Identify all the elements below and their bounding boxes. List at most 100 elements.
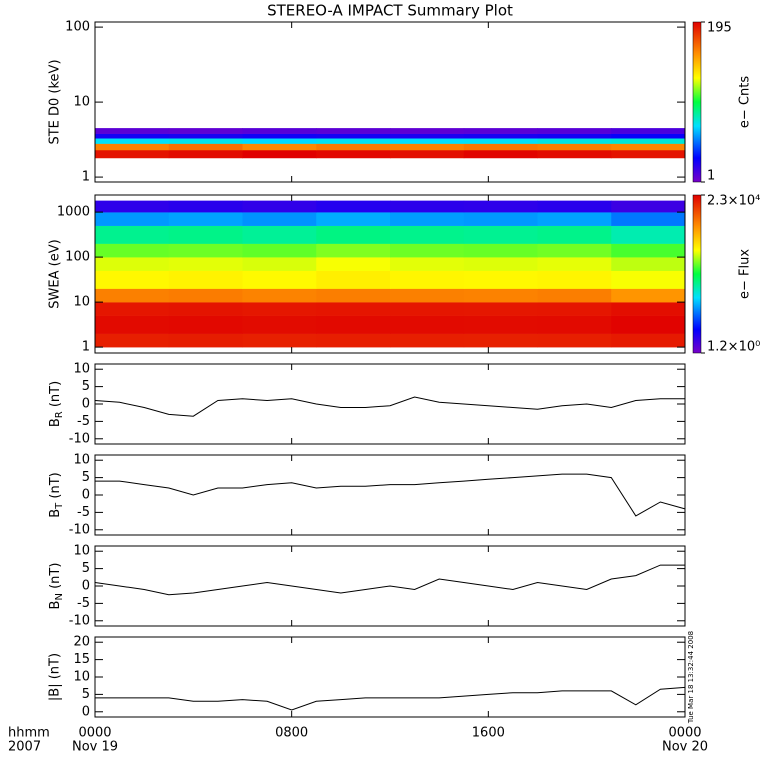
y-tick-label: 100 <box>65 20 90 35</box>
heatmap-cell <box>316 288 391 303</box>
heatmap-cell <box>168 200 243 213</box>
heatmap-cell <box>316 333 391 348</box>
heatmap-cell <box>463 288 538 303</box>
heatmap-cell <box>611 315 686 334</box>
y-axis-label: STE D0 (keV) <box>48 59 63 144</box>
heatmap-cell <box>168 128 243 134</box>
heatmap-cell <box>316 270 391 289</box>
heatmap-cell <box>537 288 612 303</box>
date-label: Nov 20 <box>662 740 708 755</box>
y-tick-label: -5 <box>77 505 90 520</box>
heatmap-cell <box>95 315 170 334</box>
colorbar-tick-label: 1 <box>707 169 715 184</box>
heatmap-cell <box>168 149 243 159</box>
y-axis-label-part: B <box>48 601 63 610</box>
heatmap-cell <box>316 200 391 213</box>
heatmap-cell <box>95 288 170 303</box>
heatmap-cell <box>242 149 317 159</box>
y-axis-label-part: (nT) <box>48 563 63 593</box>
heatmap-cell <box>537 138 612 144</box>
heatmap-cell <box>390 288 465 303</box>
colorbar-tick-label: 2.3×10⁴ <box>707 194 760 209</box>
y-tick-label: -5 <box>77 596 90 611</box>
heatmap-cell <box>611 143 686 151</box>
y-tick-label: 0 <box>82 488 90 503</box>
y-axis-label-part: N <box>54 593 65 600</box>
heatmap-cell <box>316 138 391 144</box>
y-tick-label: 20 <box>73 635 90 650</box>
heatmap-cell <box>242 200 317 213</box>
heatmap-cell <box>168 138 243 144</box>
heatmap-cell <box>611 212 686 226</box>
heatmap-cell <box>390 133 465 139</box>
colorbar-tick-label: 195 <box>707 21 732 36</box>
heatmap-cell <box>168 288 243 303</box>
heatmap-cell <box>95 133 170 139</box>
heatmap-cell <box>316 149 391 159</box>
heatmap-cell <box>95 143 170 151</box>
heatmap-cell <box>390 212 465 226</box>
heatmap-cell <box>390 302 465 316</box>
heatmap-cell <box>95 200 170 213</box>
heatmap-cell <box>537 302 612 316</box>
y-axis-label-part: B <box>48 509 63 518</box>
heatmap-cell <box>537 143 612 151</box>
heatmap-cell <box>95 149 170 159</box>
colorbar <box>692 194 702 354</box>
heatmap-cell <box>537 200 612 213</box>
heatmap-cell <box>537 243 612 258</box>
heatmap-cell <box>537 133 612 139</box>
panel-frame <box>94 363 686 445</box>
heatmap-cell <box>463 200 538 213</box>
heatmap-cell <box>95 128 170 134</box>
y-tick-label: 5 <box>82 687 90 702</box>
heatmap-cell <box>316 133 391 139</box>
timestamp: Tue Mar 18 13:32:44 2008 <box>687 631 695 724</box>
heatmap-cell <box>316 225 391 244</box>
y-axis-label-part: R <box>54 411 65 418</box>
y-axis-label-part: (nT) <box>48 472 63 502</box>
heatmap-cell <box>95 333 170 348</box>
heatmap-cell <box>168 243 243 258</box>
data-line <box>94 396 685 417</box>
colorbar-label: e− Cnts <box>738 76 753 128</box>
panel-frame <box>94 636 686 718</box>
heatmap-cell <box>390 138 465 144</box>
heatmap-cell <box>168 225 243 244</box>
heatmap-cell <box>316 257 391 271</box>
y-tick-label: 10 <box>73 670 90 685</box>
heatmap-cell <box>242 128 317 134</box>
heatmap-cell <box>316 243 391 258</box>
heatmap-cell <box>95 270 170 289</box>
heatmap-cell <box>168 212 243 226</box>
heatmap-cell <box>168 315 243 334</box>
heatmap-cell <box>95 138 170 144</box>
heatmap-cell <box>168 302 243 316</box>
heatmap-cell <box>242 225 317 244</box>
colorbar-tick-label: 1.2×10⁰ <box>707 340 760 355</box>
heatmap-cell <box>463 138 538 144</box>
y-tick-label: 10 <box>73 295 90 310</box>
panel-frame <box>94 454 686 536</box>
x-tick-label: 0000 <box>78 726 111 741</box>
heatmap-cell <box>463 133 538 139</box>
heatmap-cell <box>242 315 317 334</box>
heatmap-cell <box>463 257 538 271</box>
x-tick-label: 0800 <box>275 726 308 741</box>
y-tick-label: 0 <box>82 397 90 412</box>
colorbar <box>692 21 702 183</box>
heatmap-cell <box>611 270 686 289</box>
heatmap-cell <box>168 270 243 289</box>
heatmap-cell <box>611 333 686 348</box>
heatmap-cell <box>390 200 465 213</box>
y-axis-label: BN (nT) <box>48 563 66 610</box>
heatmap-cell <box>242 143 317 151</box>
y-tick-label: -10 <box>69 522 90 537</box>
x-tick-label: 0000 <box>668 726 701 741</box>
heatmap-cell <box>95 302 170 316</box>
heatmap-cell <box>611 302 686 316</box>
heatmap-cell <box>95 257 170 271</box>
y-axis-label: |B| (nT) <box>48 653 63 701</box>
y-tick-label: 0 <box>82 579 90 594</box>
